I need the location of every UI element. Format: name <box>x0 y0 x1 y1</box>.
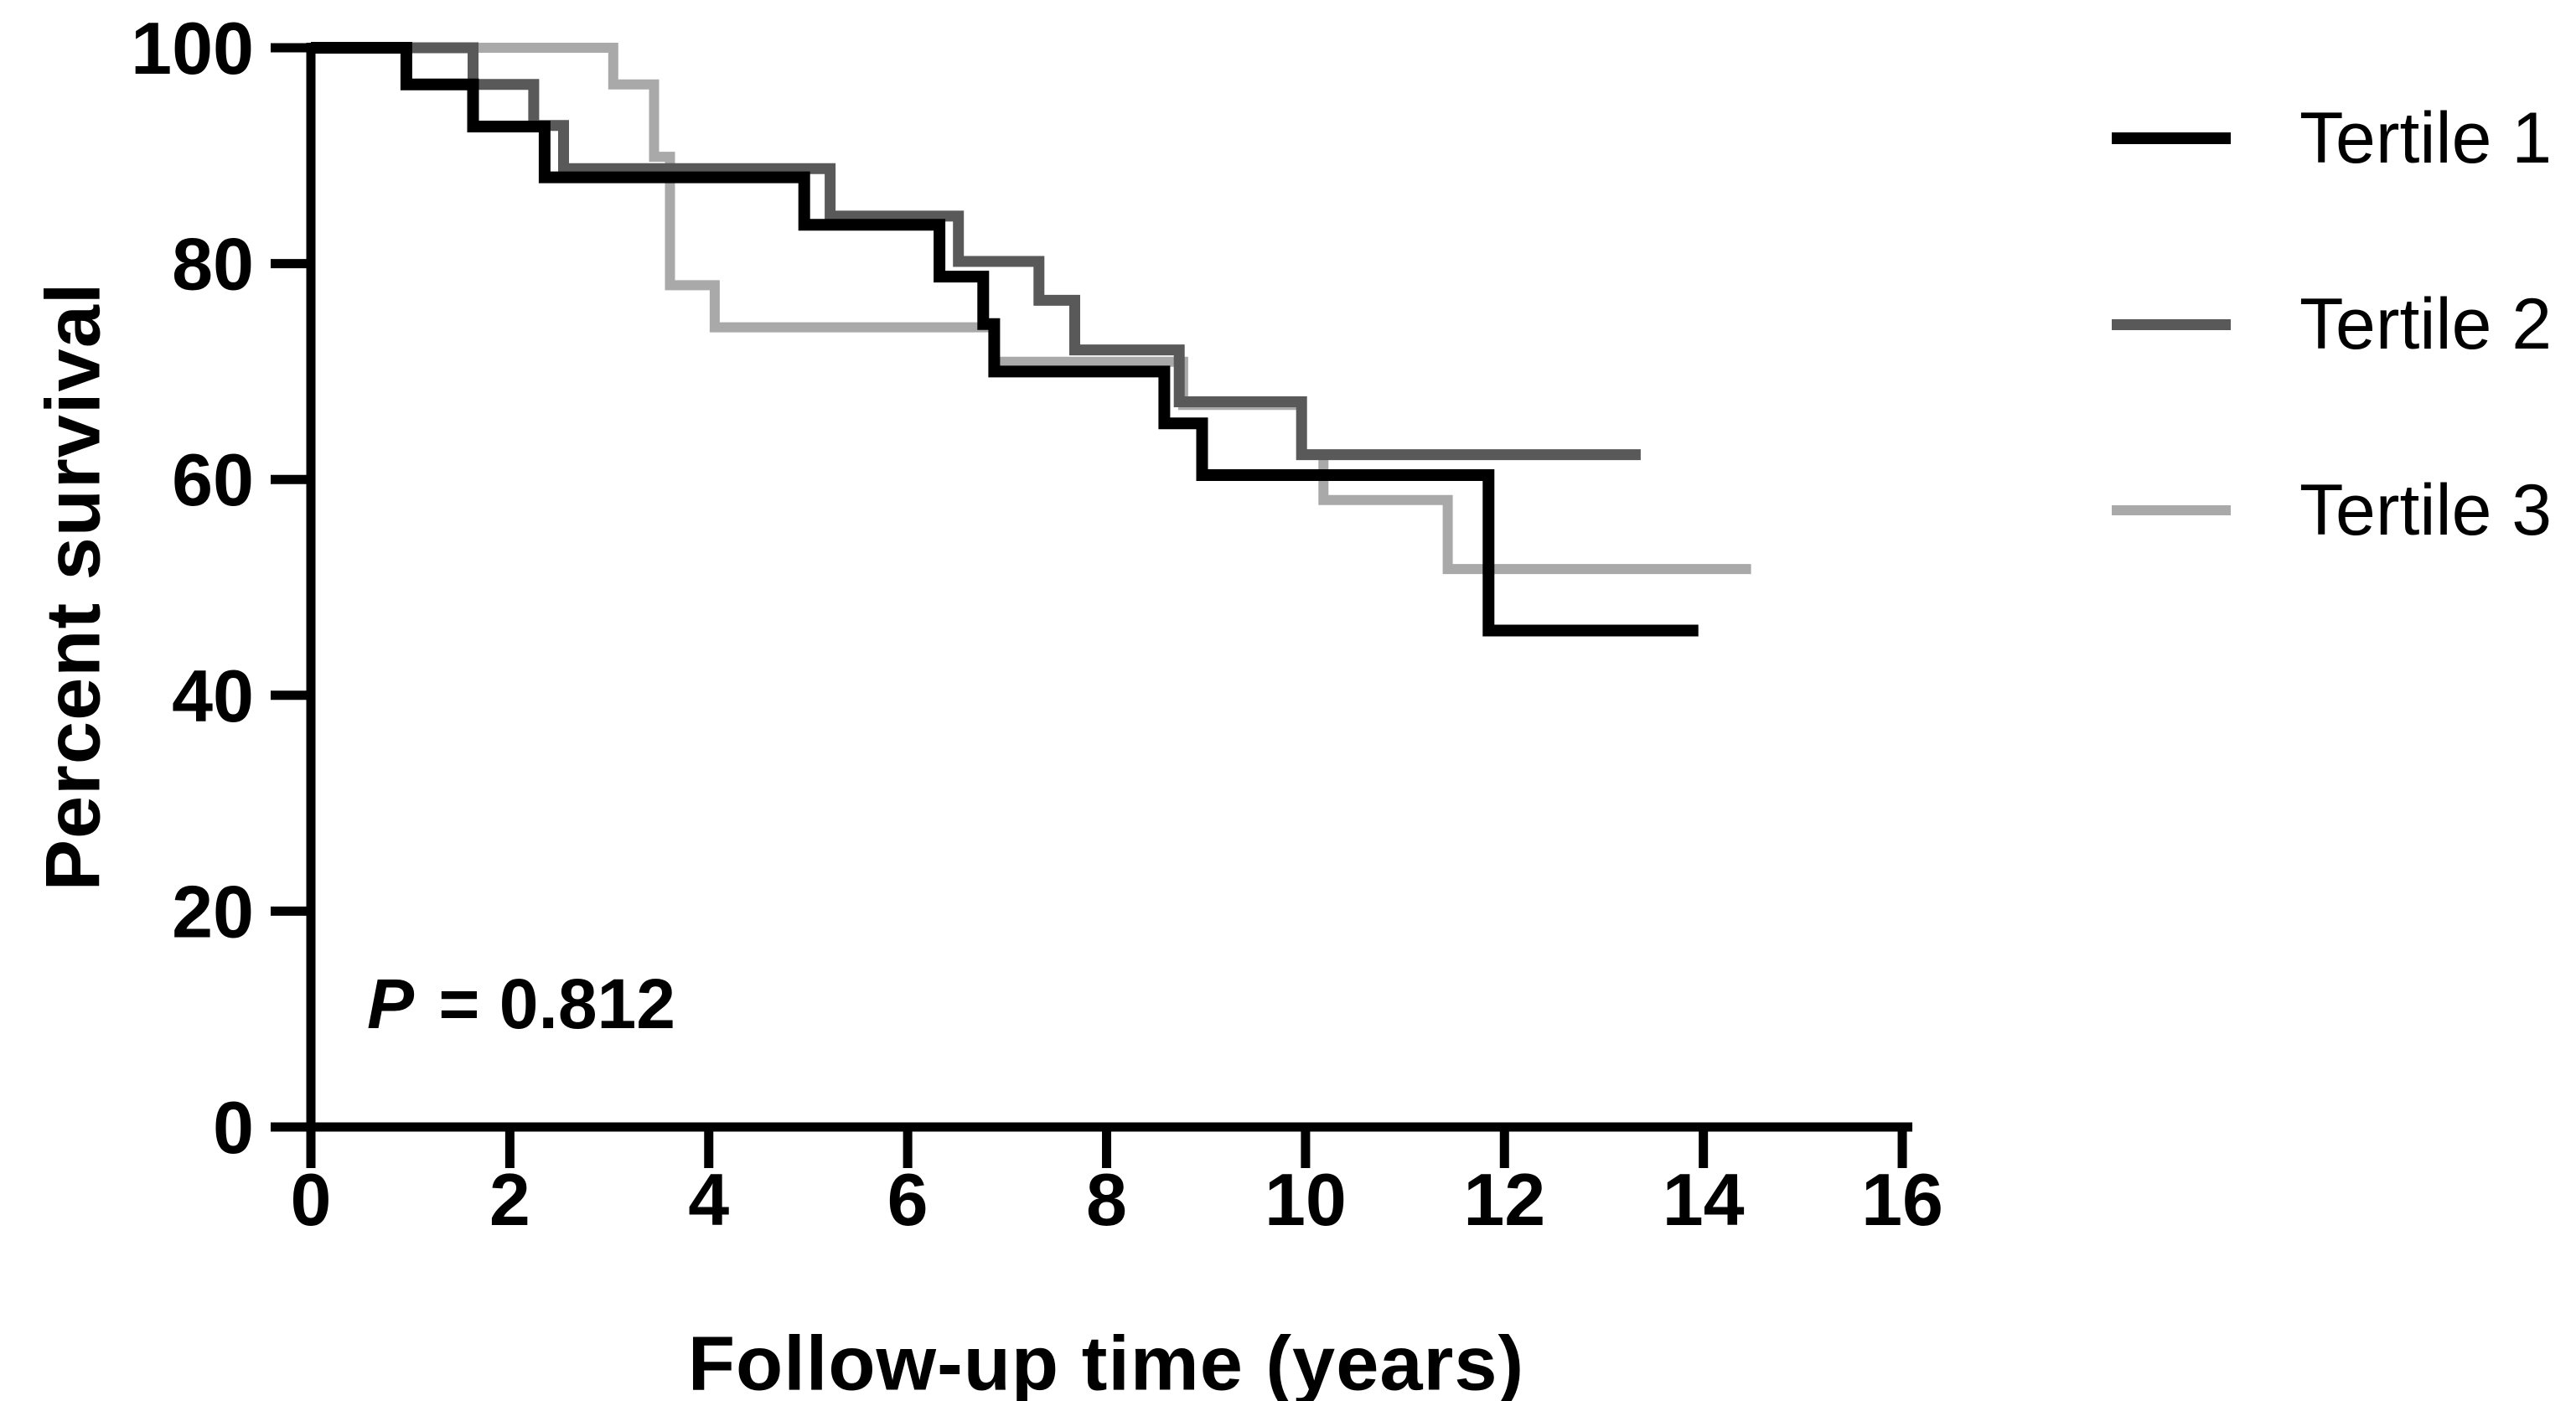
y-tick-label-100: 100 <box>131 7 254 90</box>
y-tick-label-60: 60 <box>172 438 254 521</box>
tertile-3-line-swatch <box>2112 505 2231 515</box>
x-tick-label-12: 12 <box>1463 1158 1545 1241</box>
x-tick-label-14: 14 <box>1663 1158 1745 1241</box>
x-tick-label-0: 0 <box>291 1158 332 1241</box>
x-tick-label-4: 4 <box>688 1158 729 1241</box>
tertile-2-curve <box>311 42 1641 461</box>
x-axis-title: Follow-up time (years) <box>687 1321 1525 1401</box>
x-tick-label-2: 2 <box>489 1158 530 1241</box>
x-tick-label-16: 16 <box>1861 1158 1943 1241</box>
legend-item-tertile-3: Tertile 3 <box>2112 473 2552 548</box>
legend-label-tertile-1: Tertile 1 <box>2299 98 2553 178</box>
x-tick-label-10: 10 <box>1265 1158 1347 1241</box>
legend-item-tertile-2: Tertile 2 <box>2112 287 2552 362</box>
y-tick-label-0: 0 <box>213 1086 254 1169</box>
tertile-1-curve <box>311 42 1699 637</box>
legend-label-tertile-3: Tertile 3 <box>2299 470 2553 551</box>
p-value-annotation: P = 0.812 <box>367 964 675 1045</box>
legend: Tertile 1 Tertile 2 Tertile 3 <box>2112 101 2552 659</box>
p-symbol: P <box>367 964 415 1043</box>
x-tick-label-8: 8 <box>1086 1158 1127 1241</box>
legend-label-tertile-2: Tertile 2 <box>2299 284 2553 364</box>
legend-item-tertile-1: Tertile 1 <box>2112 101 2552 176</box>
x-tick-label-6: 6 <box>887 1158 928 1241</box>
y-tick-label-80: 80 <box>172 223 254 306</box>
y-tick-label-20: 20 <box>172 870 254 953</box>
y-tick-label-40: 40 <box>172 654 254 737</box>
p-value-text: = 0.812 <box>419 964 675 1043</box>
y-axis-title: Percent survival <box>30 282 116 892</box>
tertile-2-line-swatch <box>2112 318 2231 330</box>
tertile-1-line-swatch <box>2112 132 2231 144</box>
